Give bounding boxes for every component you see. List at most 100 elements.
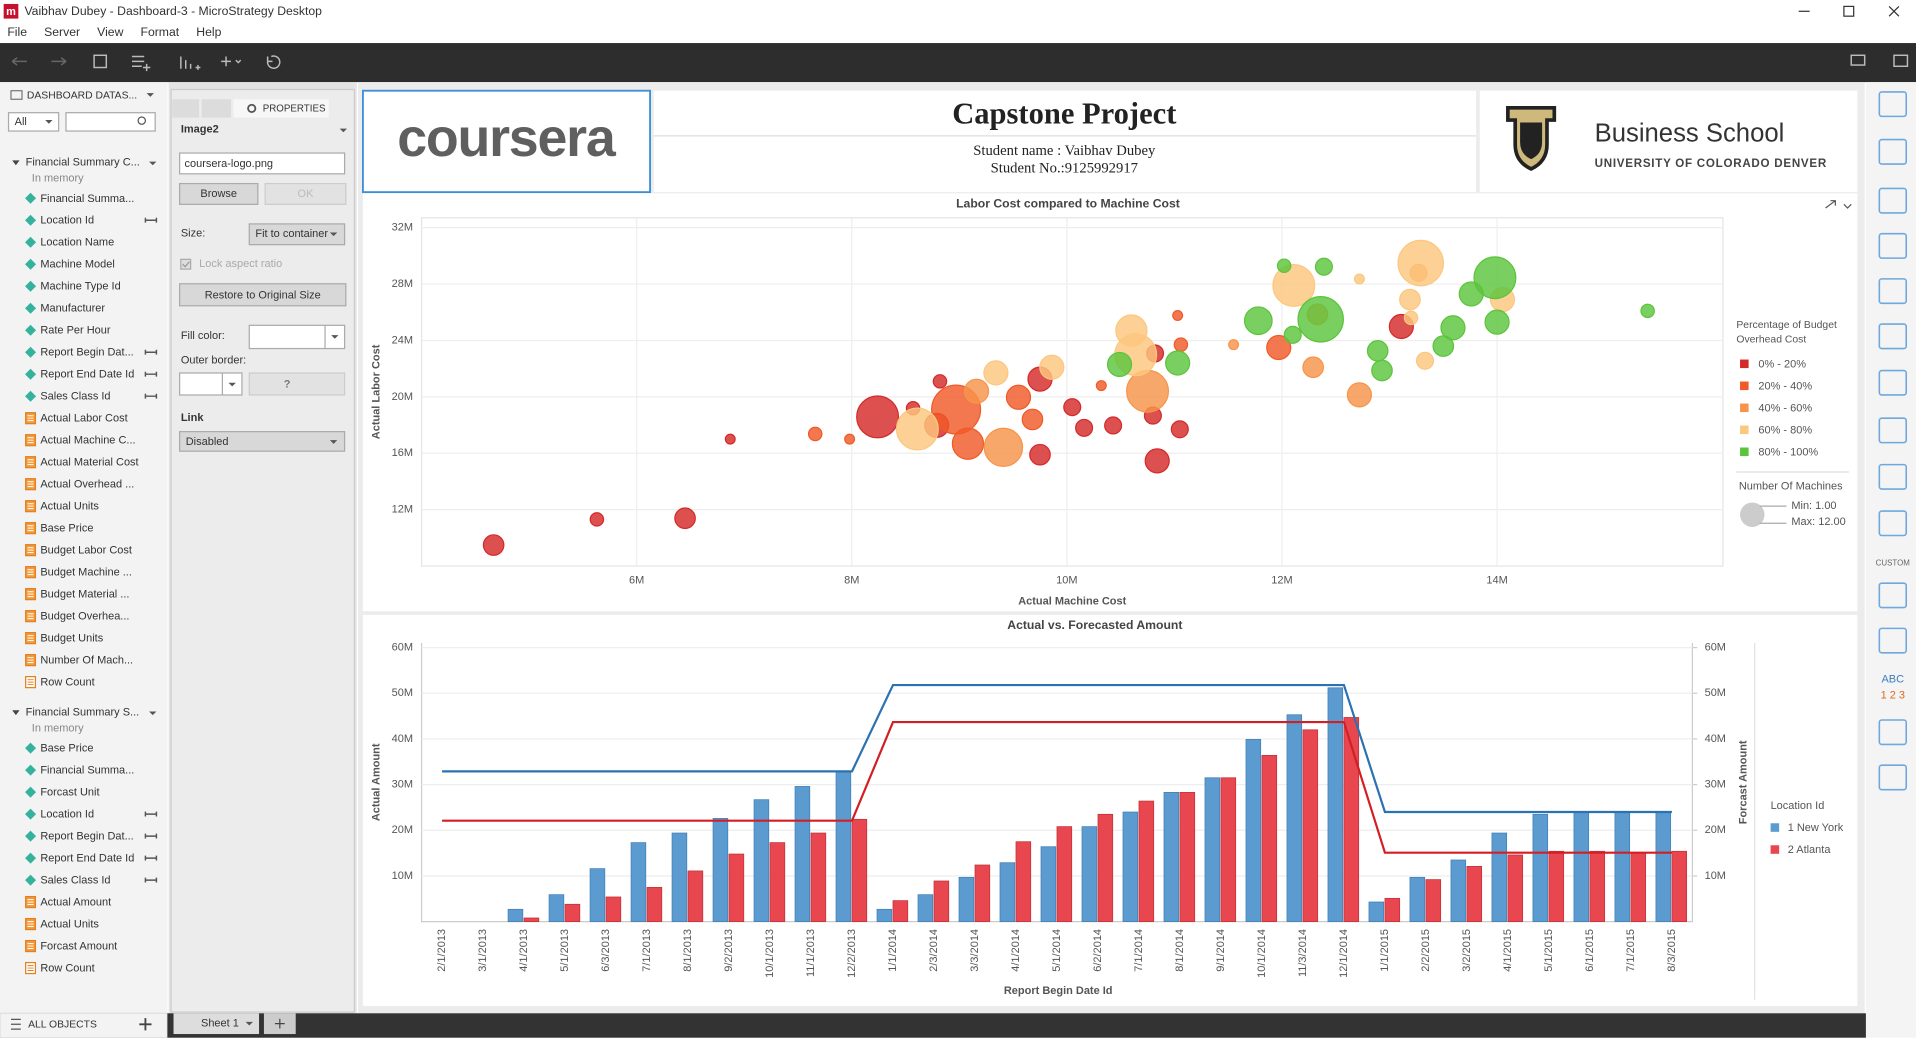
dataset-object[interactable]: Financial Summa... [40,765,134,777]
gallery-icon[interactable] [1878,232,1908,259]
menu-item[interactable]: File [7,25,27,39]
edit-tab[interactable] [172,99,200,118]
bubble[interactable] [856,395,900,439]
bubble[interactable] [1314,257,1333,276]
bar[interactable] [1343,717,1360,922]
dataset-object[interactable]: Actual Machine C... [40,435,135,447]
file-name[interactable]: coursera-logo.png [185,158,274,170]
dataset-menu[interactable] [149,161,157,166]
bar[interactable] [1015,841,1032,922]
bubble[interactable] [1272,263,1316,307]
restore-label[interactable]: Restore to Original Size [205,289,321,301]
bar[interactable] [1040,846,1057,922]
panel-menu[interactable] [146,93,154,97]
window-controls[interactable] [1798,5,1900,17]
bar[interactable] [835,770,852,922]
bar[interactable] [810,832,827,922]
bar[interactable] [1548,850,1565,922]
lock-checkbox[interactable] [180,258,192,270]
refresh[interactable] [266,55,281,69]
dataset-object[interactable]: Actual Material Cost [40,457,138,469]
bubble[interactable] [1302,356,1324,379]
bubble[interactable] [482,534,505,556]
bubble[interactable] [1276,258,1292,274]
bubble[interactable] [1397,239,1444,287]
bar[interactable] [1204,777,1221,922]
dataset-object[interactable]: Machine Model [40,259,115,271]
border-color[interactable] [179,372,243,396]
bubble[interactable] [1106,351,1133,378]
bubble[interactable] [807,426,823,442]
bubble[interactable] [1484,309,1510,335]
bar[interactable] [933,880,950,922]
bubble[interactable] [1473,256,1517,300]
bar[interactable] [753,799,770,922]
gallery-icon[interactable] [1878,187,1908,214]
dataset-object[interactable]: Budget Machine ... [40,567,132,579]
bar[interactable] [999,862,1016,922]
bar[interactable] [1450,859,1467,922]
menu-item[interactable]: Server [44,25,80,39]
gallery-icon[interactable] [1878,278,1908,305]
bar[interactable] [630,842,647,922]
dataset-object[interactable]: Row Count [40,677,94,689]
bar[interactable] [605,896,622,922]
bar[interactable] [1491,832,1508,922]
gallery-icon[interactable] [1878,764,1908,791]
bar[interactable] [851,818,868,922]
dataset-object[interactable]: Location Id [40,215,94,227]
dataset-object[interactable]: Budget Overhea... [40,611,129,623]
bar[interactable] [1425,879,1442,922]
bar[interactable] [728,853,745,922]
bar[interactable] [1671,850,1688,922]
bubble[interactable] [1403,310,1419,326]
close[interactable] [1888,5,1900,17]
logo-panel[interactable] [361,89,651,194]
bar[interactable] [1179,792,1196,922]
bubble[interactable] [674,507,696,530]
gallery-icon[interactable] [1878,510,1908,537]
dataset-object[interactable]: Location Name [40,237,114,249]
maximize[interactable] [1843,5,1855,17]
save[interactable] [93,54,108,69]
dataset-name[interactable]: Financial Summary C... [26,157,140,169]
dataset-object[interactable]: Actual Amount [40,897,111,909]
toolbar-icons[interactable] [11,54,1909,72]
dataset-menu[interactable] [149,711,157,716]
dataset-object[interactable]: Manufacturer [40,303,105,315]
dataset-object[interactable]: Machine Type Id [40,281,120,293]
restore-button[interactable] [179,283,347,307]
object-menu[interactable] [339,128,348,133]
bar[interactable] [1302,729,1319,922]
bubble[interactable] [983,427,1024,468]
bar[interactable] [589,868,606,922]
gallery-icon[interactable] [1878,463,1908,490]
gallery-icon[interactable] [1878,323,1908,350]
legend-label[interactable]: 60% - 80% [1758,424,1812,436]
menu-item[interactable]: View [97,25,123,39]
bubble[interactable] [1399,288,1421,311]
bar[interactable] [1466,865,1483,922]
bar[interactable] [1163,792,1180,922]
dataset-object[interactable]: Report Begin Dat... [40,831,133,843]
dataset-object[interactable]: Sales Class Id [40,875,110,887]
dataset-object[interactable]: Actual Units [40,501,99,513]
bar[interactable] [1122,811,1139,922]
dataset-object[interactable]: Forcast Unit [40,787,99,799]
bar[interactable] [1056,826,1073,922]
dataset-object[interactable]: Location Id [40,809,94,821]
dataset-object[interactable]: Actual Overhead ... [40,479,134,491]
bubble[interactable] [932,374,948,389]
bubble[interactable] [1640,303,1655,319]
bar[interactable] [671,832,688,922]
bar[interactable] [1327,687,1344,922]
bubble[interactable] [1095,380,1107,392]
legend-label[interactable]: 80% - 100% [1758,446,1818,458]
presentation[interactable] [1850,54,1866,66]
size-dropdown[interactable] [248,223,346,246]
bubble[interactable] [1172,310,1184,321]
filter-tab[interactable] [201,99,231,118]
bubble[interactable] [1371,359,1393,382]
bar[interactable] [523,917,540,922]
bubble[interactable] [1005,384,1032,410]
